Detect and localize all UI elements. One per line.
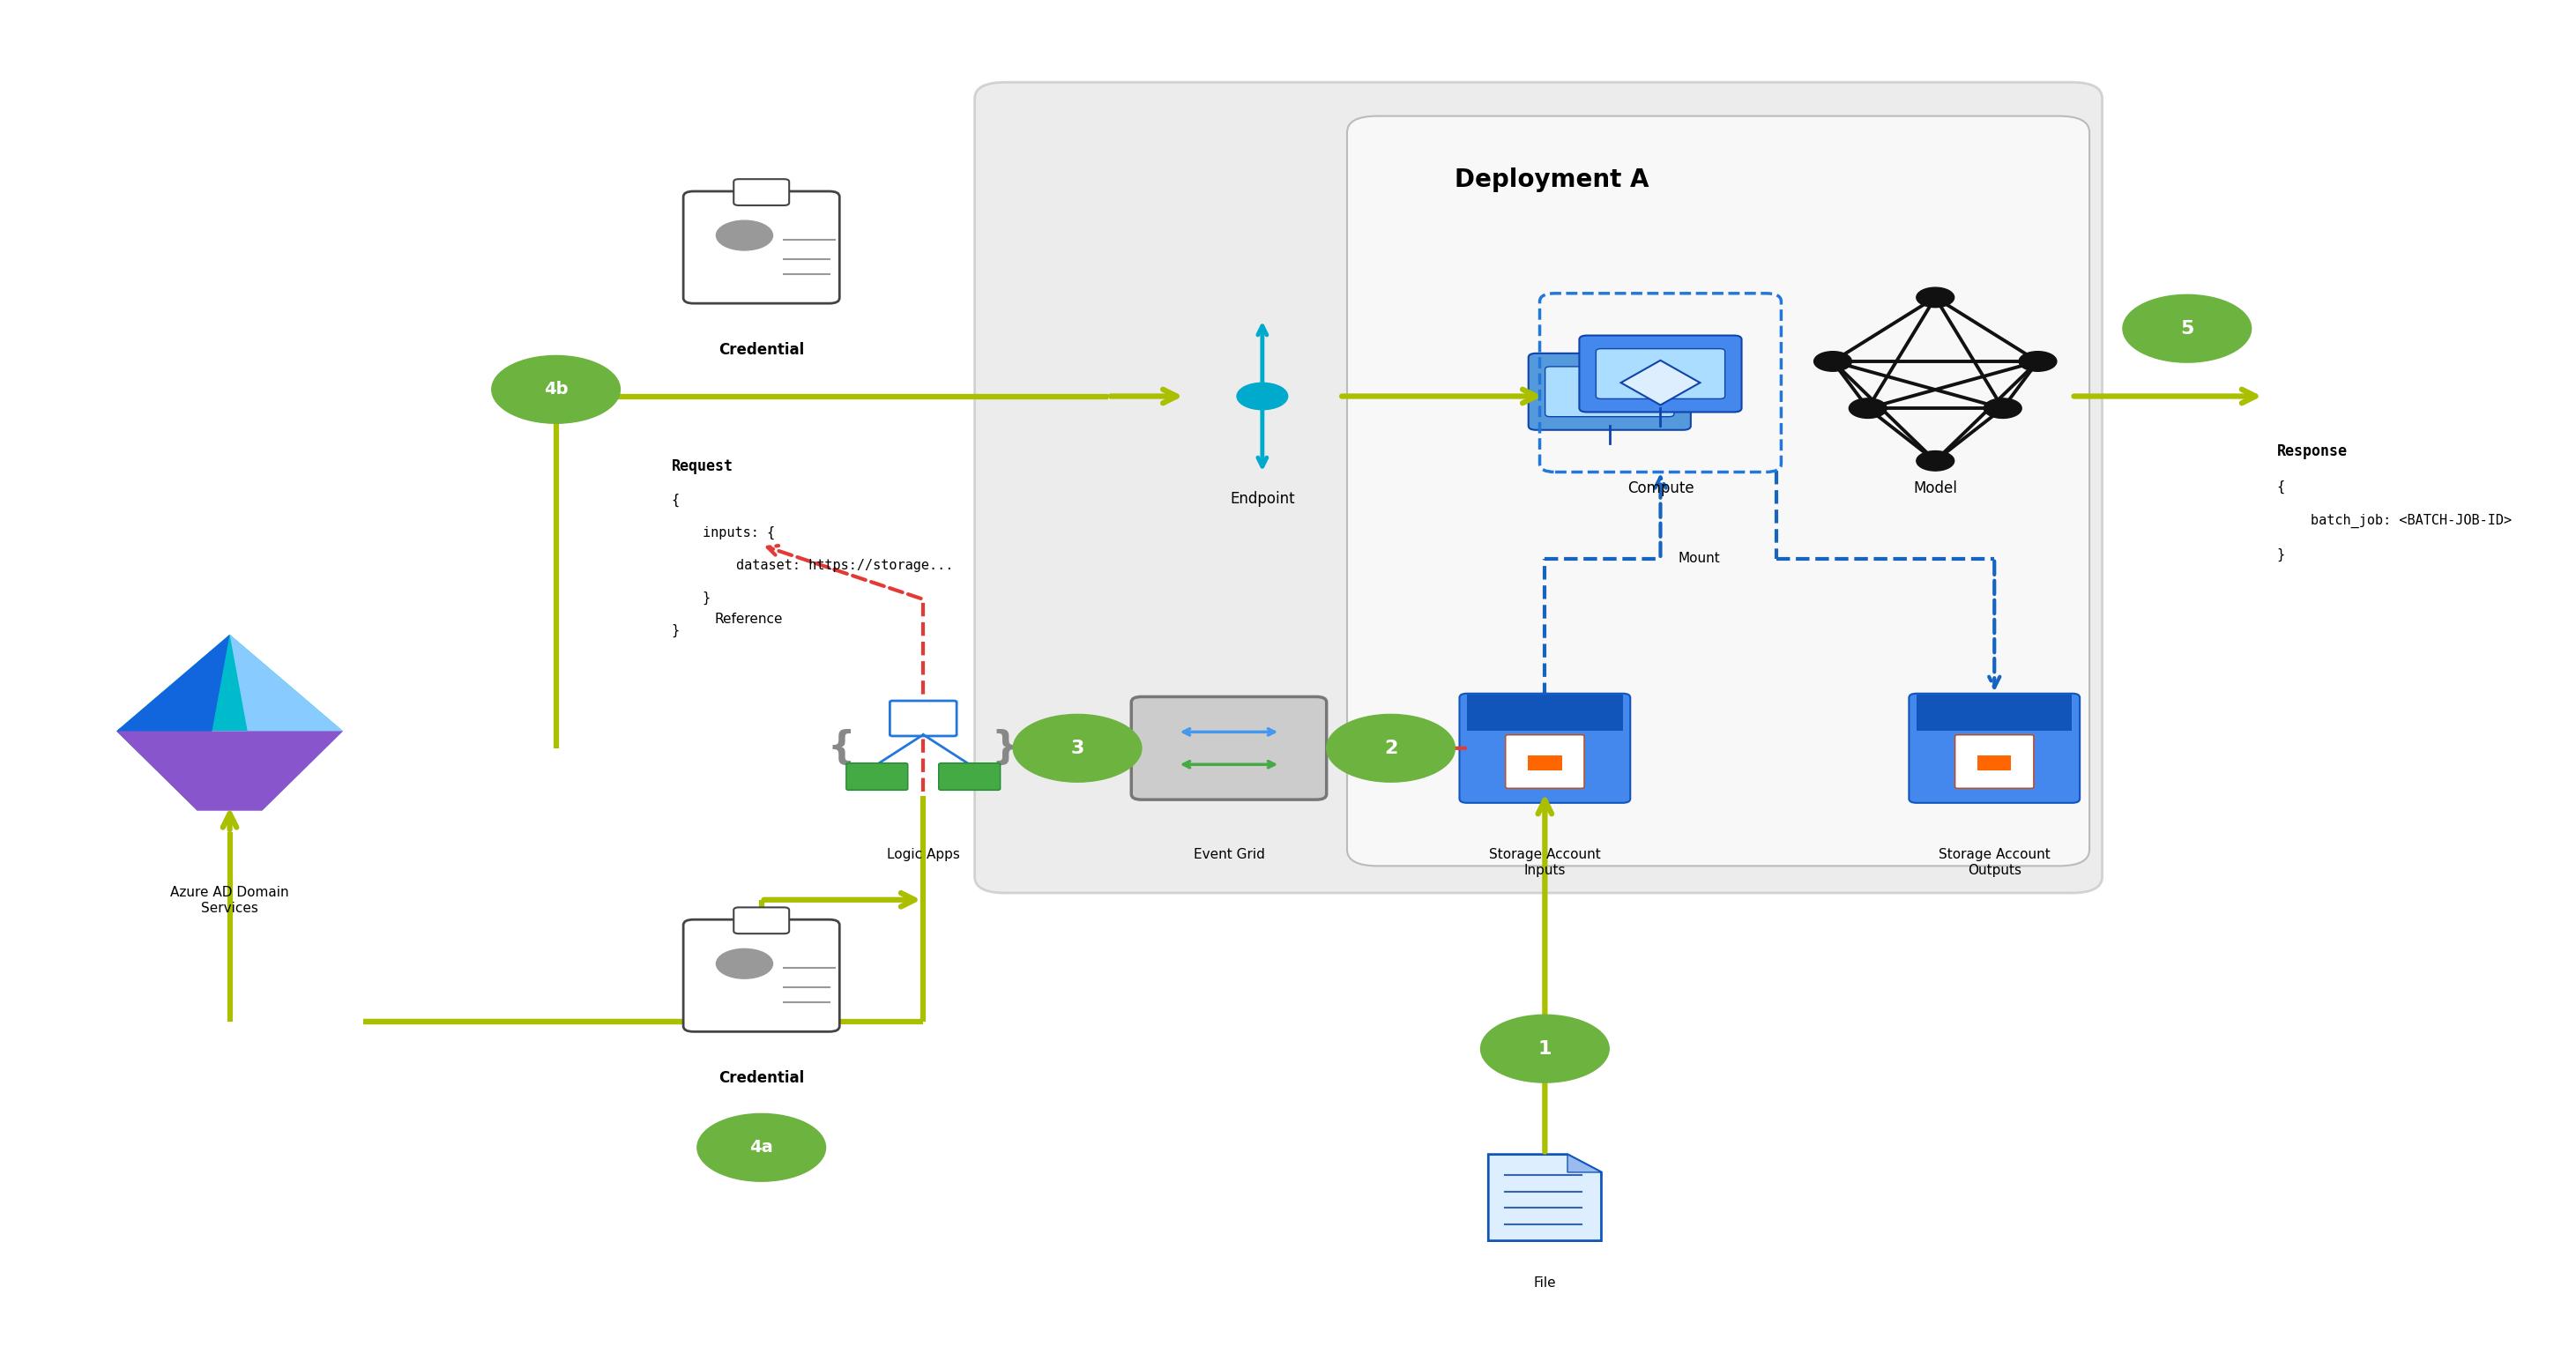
Circle shape (698, 1113, 827, 1181)
Text: 5: 5 (2179, 320, 2195, 338)
FancyBboxPatch shape (1579, 335, 1741, 412)
Polygon shape (116, 634, 343, 731)
Text: Credential: Credential (719, 1070, 804, 1086)
Polygon shape (116, 731, 343, 811)
Text: Logic Apps: Logic Apps (886, 848, 961, 862)
Circle shape (1327, 715, 1455, 783)
Text: Reference: Reference (714, 612, 783, 626)
Text: 4b: 4b (544, 381, 569, 397)
FancyBboxPatch shape (1955, 735, 2032, 788)
Circle shape (1850, 399, 1886, 418)
FancyBboxPatch shape (845, 764, 907, 791)
Circle shape (492, 355, 621, 423)
Polygon shape (1620, 361, 1700, 406)
Circle shape (716, 949, 773, 979)
Text: }: } (703, 591, 711, 604)
Text: {: { (2277, 480, 2285, 494)
FancyBboxPatch shape (1909, 694, 2079, 803)
Polygon shape (116, 634, 229, 811)
Bar (1468, 694, 1623, 731)
FancyBboxPatch shape (734, 908, 788, 934)
Circle shape (2123, 295, 2251, 362)
FancyBboxPatch shape (1528, 354, 1690, 430)
Circle shape (1917, 450, 1955, 471)
Text: Compute: Compute (1628, 480, 1695, 495)
Polygon shape (229, 634, 343, 811)
Text: 1: 1 (1538, 1040, 1551, 1057)
FancyBboxPatch shape (974, 82, 2102, 893)
FancyBboxPatch shape (938, 764, 999, 791)
Circle shape (1917, 287, 1955, 308)
Circle shape (1236, 382, 1288, 410)
Circle shape (716, 220, 773, 250)
FancyBboxPatch shape (1461, 694, 1631, 803)
Text: Storage Account
Inputs: Storage Account Inputs (1489, 848, 1600, 876)
FancyBboxPatch shape (1504, 735, 1584, 788)
Text: Response: Response (2277, 444, 2347, 460)
Text: Deployment A: Deployment A (1455, 167, 1649, 192)
Text: Storage Account
Outputs: Storage Account Outputs (1940, 848, 2050, 876)
Circle shape (1814, 351, 1852, 372)
FancyBboxPatch shape (1546, 366, 1674, 416)
Text: Azure AD Domain
Services: Azure AD Domain Services (170, 886, 289, 915)
Text: batch_job: <BATCH-JOB-ID>: batch_job: <BATCH-JOB-ID> (2311, 514, 2512, 528)
Bar (1978, 755, 2012, 770)
Text: }: } (672, 623, 680, 637)
Text: inputs: {: inputs: { (703, 527, 775, 539)
FancyBboxPatch shape (1597, 348, 1726, 399)
Text: 4a: 4a (750, 1139, 773, 1155)
Text: }: } (2277, 548, 2285, 561)
Text: }: } (992, 729, 1020, 768)
Text: {: { (827, 729, 855, 768)
FancyBboxPatch shape (889, 701, 956, 736)
FancyBboxPatch shape (734, 180, 788, 206)
Text: Endpoint: Endpoint (1229, 491, 1296, 506)
Text: Model: Model (1914, 480, 1958, 495)
Circle shape (1481, 1015, 1610, 1082)
Text: Event Grid: Event Grid (1193, 848, 1265, 862)
FancyBboxPatch shape (683, 192, 840, 304)
Text: File: File (1533, 1277, 1556, 1289)
Text: 2: 2 (1383, 739, 1399, 757)
Polygon shape (1489, 1154, 1602, 1241)
Bar (1528, 755, 1561, 770)
Circle shape (1012, 715, 1141, 783)
FancyBboxPatch shape (1131, 697, 1327, 800)
Bar (1917, 694, 2071, 731)
Text: Credential: Credential (719, 342, 804, 358)
Text: dataset: https://storage...: dataset: https://storage... (737, 558, 953, 572)
Polygon shape (1566, 1154, 1602, 1172)
FancyBboxPatch shape (683, 920, 840, 1032)
Text: Request: Request (672, 459, 734, 475)
Text: 3: 3 (1072, 739, 1084, 757)
Circle shape (2020, 351, 2056, 372)
Text: Mount: Mount (1677, 553, 1721, 565)
Text: {: { (672, 494, 680, 508)
Circle shape (1984, 399, 2022, 418)
FancyBboxPatch shape (1347, 116, 2089, 866)
